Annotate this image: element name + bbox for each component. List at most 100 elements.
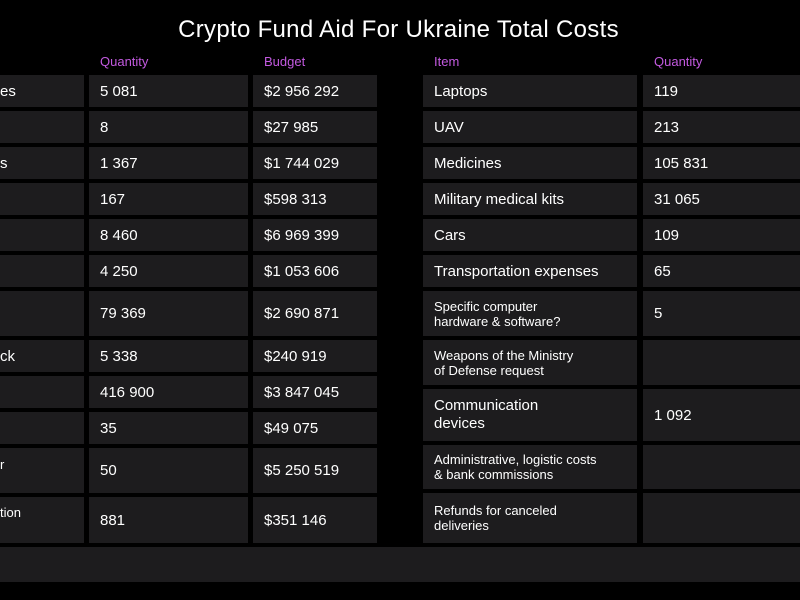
right-item-cell: Cars bbox=[423, 219, 637, 251]
left-budget-cell: $2 956 292 bbox=[253, 75, 377, 107]
right-item-cell: Medicines bbox=[423, 147, 637, 179]
left-quantity-text: 1 367 bbox=[100, 154, 138, 172]
right-item-text-line1: Specific computer bbox=[434, 298, 538, 314]
left-quantity-text: 5 338 bbox=[100, 347, 138, 365]
left-budget-cell: $240 919 bbox=[253, 340, 377, 372]
left-item-text: r bbox=[0, 457, 5, 472]
right-quantity-text: 31 065 bbox=[654, 190, 700, 208]
right-item-text-line2: & bank commissions bbox=[434, 467, 554, 482]
right-quantity-text: 213 bbox=[654, 118, 680, 136]
right-quantity-text: 65 bbox=[654, 262, 671, 280]
left-budget-cell: $49 075 bbox=[253, 412, 377, 444]
right-item-text-line1: Refunds for canceled bbox=[434, 503, 557, 518]
right-quantity-cell: 119 bbox=[643, 75, 800, 107]
right-item-text: Military medical kits bbox=[434, 190, 565, 208]
left-budget-cell: $3 847 045 bbox=[253, 376, 377, 408]
left-quantity-text: 8 460 bbox=[100, 226, 138, 244]
left-quantity-cell: 8 460 bbox=[89, 219, 248, 251]
right-quantity-cell bbox=[643, 445, 800, 489]
left-budget-text: $27 985 bbox=[264, 118, 319, 136]
left-quantity-text: 5 081 bbox=[100, 82, 138, 100]
left-quantity-cell: 50 bbox=[89, 448, 248, 493]
left-budget-cell: $2 690 871 bbox=[253, 291, 377, 336]
left-budget-cell: $6 969 399 bbox=[253, 219, 377, 251]
left-quantity-cell: 1 367 bbox=[89, 147, 248, 179]
footer-bar bbox=[0, 547, 800, 582]
left-quantity-cell: 881 bbox=[89, 497, 248, 543]
right-header-item: Item bbox=[434, 54, 460, 69]
right-quantity-text: 119 bbox=[654, 82, 678, 100]
page-title: Crypto Fund Aid For Ukraine Total Costs bbox=[178, 16, 619, 43]
left-budget-cell: $351 146 bbox=[253, 497, 377, 543]
left-quantity-text: 416 900 bbox=[100, 383, 155, 401]
right-item-text: Transportation expenses bbox=[434, 262, 599, 280]
left-quantity-cell: 5 338 bbox=[89, 340, 248, 372]
left-item-cell bbox=[0, 376, 84, 408]
left-budget-cell: $5 250 519 bbox=[253, 448, 377, 493]
right-quantity-cell: 5 bbox=[643, 291, 800, 336]
left-quantity-text: 881 bbox=[100, 511, 126, 529]
left-quantity-cell: 167 bbox=[89, 183, 248, 215]
left-quantity-cell: 8 bbox=[89, 111, 248, 143]
left-item-text: ck bbox=[0, 347, 15, 365]
right-item-cell: Specific computer hardware & software? bbox=[423, 291, 637, 336]
left-budget-text: $1 744 029 bbox=[264, 154, 340, 172]
left-budget-cell: $27 985 bbox=[253, 111, 377, 143]
left-quantity-text: 35 bbox=[100, 419, 117, 437]
right-quantity-cell: 65 bbox=[643, 255, 800, 287]
right-header-quantity: Quantity bbox=[654, 54, 703, 69]
left-item-cell bbox=[0, 291, 84, 336]
left-quantity-text: 50 bbox=[100, 462, 117, 479]
left-quantity-cell: 79 369 bbox=[89, 291, 248, 336]
left-quantity-cell: 5 081 bbox=[89, 75, 248, 107]
left-header-quantity: Quantity bbox=[100, 54, 149, 69]
right-quantity-cell: 105 831 bbox=[643, 147, 800, 179]
left-budget-text: $6 969 399 bbox=[264, 226, 340, 244]
left-quantity-text: 4 250 bbox=[100, 262, 138, 280]
right-item-cell: Communication devices bbox=[423, 389, 637, 441]
right-item-text-line2: of Defense request bbox=[434, 362, 544, 378]
left-item-cell bbox=[0, 412, 84, 444]
left-quantity-text: 8 bbox=[100, 118, 109, 136]
right-item-cell: Weapons of the Ministry of Defense reques… bbox=[423, 340, 637, 385]
right-item-text-line1: Administrative, logistic costs bbox=[434, 452, 597, 467]
left-item-text: s bbox=[0, 154, 8, 172]
left-item-text: tion bbox=[0, 505, 21, 520]
left-quantity-text: 167 bbox=[100, 190, 126, 208]
right-item-text-line2: devices bbox=[434, 415, 485, 432]
right-quantity-cell: 213 bbox=[643, 111, 800, 143]
right-quantity-text: 1 092 bbox=[654, 406, 692, 424]
left-budget-cell: $598 313 bbox=[253, 183, 377, 215]
right-item-text: Cars bbox=[434, 226, 466, 244]
left-item-cell: es bbox=[0, 75, 84, 107]
left-item-text: es bbox=[0, 82, 16, 100]
right-item-cell: Transportation expenses bbox=[423, 255, 637, 287]
right-quantity-cell: 109 bbox=[643, 219, 800, 251]
left-quantity-text: 79 369 bbox=[100, 305, 146, 322]
left-budget-text: $351 146 bbox=[264, 511, 327, 529]
left-budget-cell: $1 053 606 bbox=[253, 255, 377, 287]
left-budget-cell: $1 744 029 bbox=[253, 147, 377, 179]
right-item-text-line2: deliveries bbox=[434, 518, 489, 533]
left-header-budget: Budget bbox=[264, 54, 306, 69]
right-quantity-cell bbox=[643, 493, 800, 543]
left-quantity-cell: 4 250 bbox=[89, 255, 248, 287]
right-item-cell: UAV bbox=[423, 111, 637, 143]
left-item-cell: s bbox=[0, 147, 84, 179]
left-item-cell bbox=[0, 111, 84, 143]
left-quantity-cell: 35 bbox=[89, 412, 248, 444]
left-budget-text: $1 053 606 bbox=[264, 262, 340, 280]
right-item-cell: Refunds for canceled deliveries bbox=[423, 493, 637, 543]
right-quantity-text: 5 bbox=[654, 305, 663, 322]
left-budget-text: $240 919 bbox=[264, 347, 327, 365]
right-quantity-cell: 1 092 bbox=[643, 389, 800, 441]
left-budget-text: $2 956 292 bbox=[264, 82, 340, 100]
right-item-cell: Military medical kits bbox=[423, 183, 637, 215]
left-quantity-cell: 416 900 bbox=[89, 376, 248, 408]
left-budget-text: $5 250 519 bbox=[264, 462, 340, 479]
left-item-cell bbox=[0, 219, 84, 251]
right-item-text: Laptops bbox=[434, 82, 488, 100]
right-item-text: Medicines bbox=[434, 154, 502, 172]
right-quantity-cell bbox=[643, 340, 800, 385]
right-item-cell: Administrative, logistic costs & bank com… bbox=[423, 445, 637, 489]
